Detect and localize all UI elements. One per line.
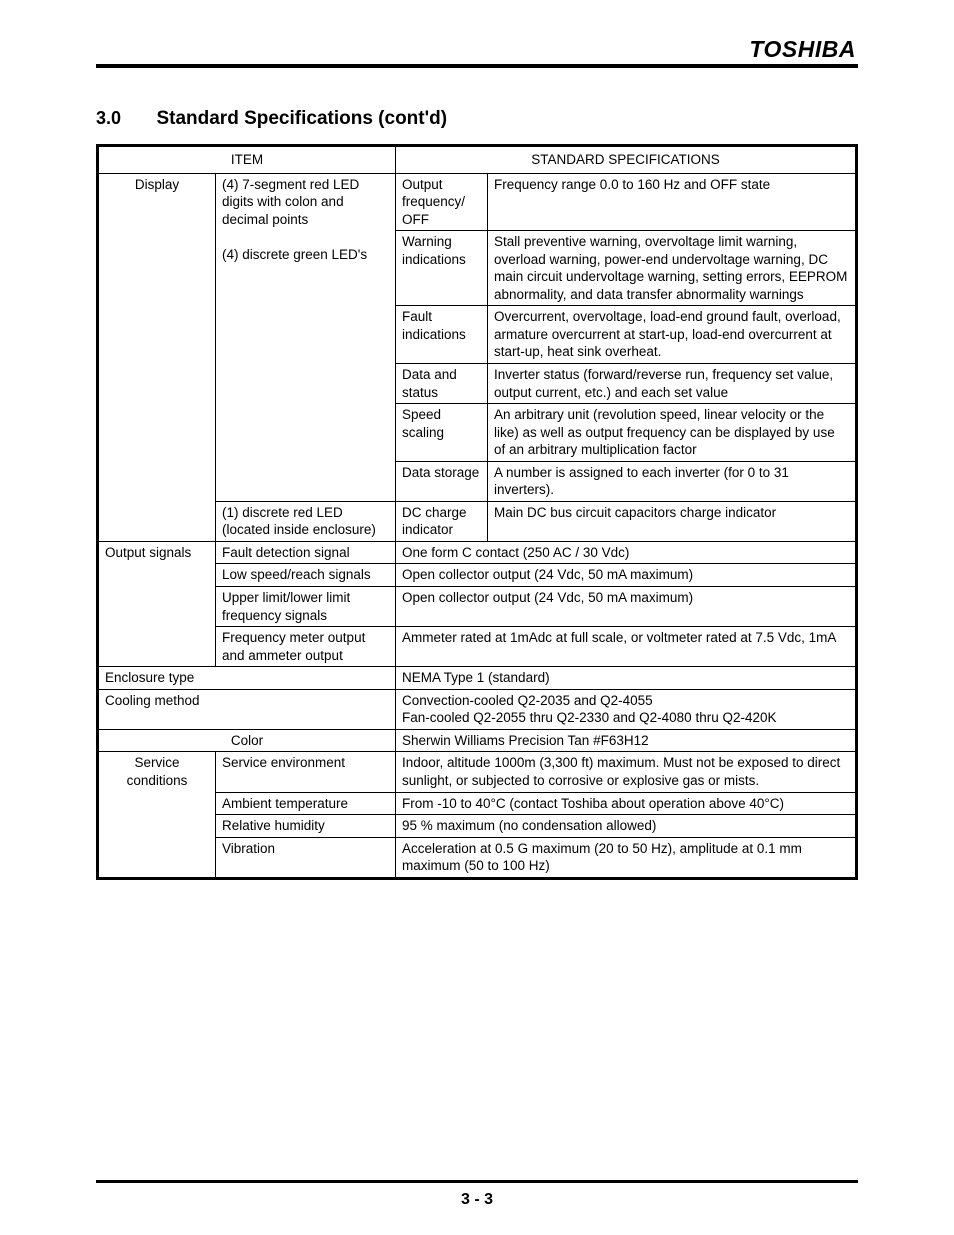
color-val: Sherwin Williams Precision Tan #F63H12 (396, 729, 857, 752)
fault-sig-val: One form C contact (250 AC / 30 Vdc) (396, 541, 857, 564)
color-label: Color (98, 729, 396, 752)
output-signals-label: Output signals (98, 541, 216, 666)
service-label: Service conditions (98, 752, 216, 878)
section-heading: 3.0 Standard Specifications (cont'd) (96, 108, 858, 130)
section-number: 3.0 (96, 108, 152, 129)
display-desc: (4) 7-segment red LED digits with colon … (216, 173, 396, 501)
cooling-label: Cooling method (98, 689, 396, 729)
storage-val: A number is assigned to each inverter (f… (488, 461, 857, 501)
temp-key: Ambient temperature (216, 792, 396, 815)
meter-key: Frequency meter output and ammeter outpu… (216, 627, 396, 667)
temp-val: From -10 to 40°C (contact Toshiba about … (396, 792, 857, 815)
page-header: TOSHIBA (96, 38, 858, 68)
warn-key: Warning indications (396, 231, 488, 306)
specifications-table: ITEM STANDARD SPECIFICATIONS Display (4)… (96, 144, 858, 880)
vib-val: Acceleration at 0.5 G maximum (20 to 50 … (396, 837, 857, 878)
low-speed-key: Low speed/reach signals (216, 564, 396, 587)
storage-key: Data storage (396, 461, 488, 501)
vib-key: Vibration (216, 837, 396, 878)
data-status-val: Inverter status (forward/reverse run, fr… (488, 364, 857, 404)
section-title-text: Standard Specifications (cont'd) (156, 108, 447, 130)
limit-key: Upper limit/lower limit frequency signal… (216, 587, 396, 627)
enclosure-label: Enclosure type (98, 667, 396, 690)
fault-key: Fault indications (396, 306, 488, 364)
dc-val: Main DC bus circuit capacitors charge in… (488, 501, 857, 541)
env-key: Service environment (216, 752, 396, 792)
display-desc-1: (4) 7-segment red LED digits with colon … (222, 177, 359, 227)
env-val: Indoor, altitude 1000m (3,300 ft) maximu… (396, 752, 857, 792)
hum-key: Relative humidity (216, 815, 396, 838)
display-desc-2: (4) discrete green LED's (222, 247, 367, 262)
cooling-val: Convection-cooled Q2-2035 and Q2-4055Fan… (396, 689, 857, 729)
page: TOSHIBA 3.0 Standard Specifications (con… (0, 0, 954, 1235)
hum-val: 95 % maximum (no condensation allowed) (396, 815, 857, 838)
table-head-spec: STANDARD SPECIFICATIONS (396, 146, 857, 174)
fault-sig-key: Fault detection signal (216, 541, 396, 564)
limit-val: Open collector output (24 Vdc, 50 mA max… (396, 587, 857, 627)
enclosure-val: NEMA Type 1 (standard) (396, 667, 857, 690)
page-number: 3 - 3 (0, 1191, 954, 1209)
out-freq-val: Frequency range 0.0 to 160 Hz and OFF st… (488, 173, 857, 231)
red-led-desc: (1) discrete red LED (located inside enc… (216, 501, 396, 541)
display-label: Display (98, 173, 216, 541)
dc-key: DC charge indicator (396, 501, 488, 541)
meter-val: Ammeter rated at 1mAdc at full scale, or… (396, 627, 857, 667)
table-head-item: ITEM (98, 146, 396, 174)
speed-val: An arbitrary unit (revolution speed, lin… (488, 404, 857, 462)
footer-rule (96, 1180, 858, 1183)
low-speed-val: Open collector output (24 Vdc, 50 mA max… (396, 564, 857, 587)
brand-label: TOSHIBA (749, 36, 856, 62)
fault-val: Overcurrent, overvoltage, load-end groun… (488, 306, 857, 364)
speed-key: Speed scaling (396, 404, 488, 462)
data-status-key: Data and status (396, 364, 488, 404)
out-freq-key: Output frequency/ OFF (396, 173, 488, 231)
warn-val: Stall preventive warning, overvoltage li… (488, 231, 857, 306)
